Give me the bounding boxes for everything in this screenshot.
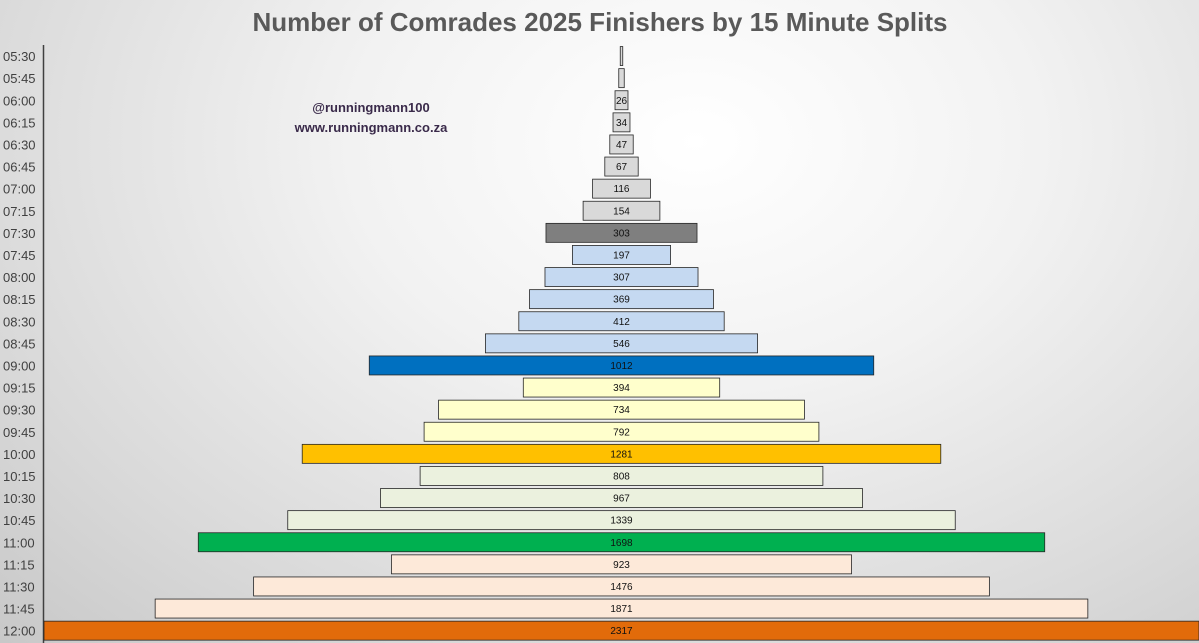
bar [301,443,942,464]
data-label: 26 [616,96,628,107]
bar [253,576,990,597]
bar [609,134,634,155]
bar [391,554,852,575]
y-tick-label: 10:30 [3,491,36,506]
bar [518,311,725,332]
y-tick-label: 06:30 [3,137,36,152]
data-label: 1476 [610,582,633,593]
y-tick-label: 12:00 [3,624,36,639]
data-label: 369 [613,295,630,306]
bar [618,68,625,89]
bar [522,377,721,398]
bar [287,510,956,531]
bar [544,267,699,287]
bar [438,399,805,420]
y-tick-label: 07:15 [3,204,36,219]
y-tick-label: 10:45 [3,513,36,528]
bar [614,90,629,111]
y-tick-label: 06:15 [3,115,36,130]
data-label: 116 [614,184,630,195]
y-tick-label: 10:00 [3,447,36,462]
y-tick-label: 08:45 [3,336,36,351]
credit-website: www.runningmann.co.za [294,120,448,135]
y-tick-label: 08:15 [3,292,36,307]
data-label: 154 [613,206,630,217]
bar [592,178,651,199]
bar [619,46,624,66]
data-label: 1012 [610,361,633,372]
y-tick-label: 06:00 [3,93,36,108]
y-tick-label: 11:45 [3,602,35,617]
bar [197,532,1046,553]
bars-group: 26 34 47 67 116 154 303 197 307 369 412 546 1012 394 7… [43,46,1199,641]
data-label: 967 [613,494,630,505]
y-tick-label: 11:30 [3,579,35,594]
y-tick-label: 11:00 [3,535,35,550]
bar [485,333,758,354]
data-label: 792 [613,427,630,438]
data-label: 197 [613,250,630,261]
y-tick-label: 09:00 [3,358,36,373]
data-label: 734 [613,405,630,416]
bar [582,200,661,221]
data-label: 303 [613,228,630,239]
y-tick-label: 11:15 [3,557,35,572]
bar [154,598,1089,619]
y-tick-label: 08:00 [3,270,36,285]
data-label: 808 [613,471,630,482]
data-label: 2317 [610,626,633,637]
bar [423,421,820,442]
y-tick-label: 06:45 [3,160,36,175]
bar [419,466,824,486]
y-tick-label: 07:30 [3,226,36,241]
y-tick-label: 08:30 [3,314,36,329]
y-tick-label: 09:30 [3,403,36,418]
data-label: 1281 [610,449,633,460]
data-label: 47 [616,140,628,151]
bar [545,222,698,243]
bar [380,488,863,508]
bar [604,156,639,177]
data-label: 394 [613,383,630,394]
bar [368,355,875,376]
data-label: 67 [616,162,628,173]
y-tick-label: 07:45 [3,248,36,263]
data-label: 923 [613,560,630,571]
y-tick-label: 09:45 [3,425,36,440]
data-label: 546 [613,339,630,350]
bar [529,289,714,310]
data-label: 1698 [610,538,633,549]
y-tick-label: 07:00 [3,182,36,197]
data-label: 1871 [610,604,633,615]
bar [571,245,672,265]
y-tick-label: 05:45 [3,71,36,86]
data-label: 412 [613,317,630,328]
bar [612,112,631,133]
data-label: 307 [613,273,630,284]
y-tick-label: 09:15 [3,381,36,396]
bar [43,620,1199,641]
chart-title: Number of Comrades 2025 Finishers by 15 … [253,7,948,37]
y-tick-label: 05:30 [3,49,36,64]
credit-handle: @runningmann100 [312,100,429,115]
y-tick-label: 10:15 [3,469,36,484]
data-label: 34 [616,118,628,129]
data-label: 1339 [610,516,633,527]
